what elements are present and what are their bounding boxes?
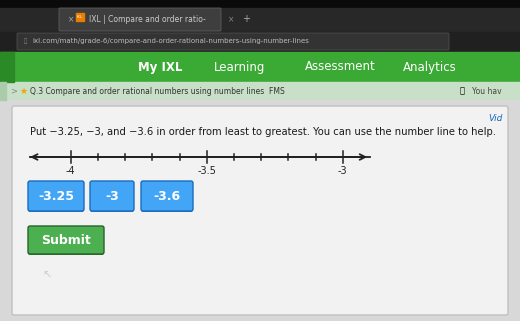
Text: ★: ★ <box>19 86 27 96</box>
FancyBboxPatch shape <box>90 182 134 212</box>
Text: ×: × <box>228 15 235 24</box>
Text: My IXL: My IXL <box>138 60 182 74</box>
Text: 🔒: 🔒 <box>24 39 27 44</box>
Bar <box>0 52 14 82</box>
Text: -3.6: -3.6 <box>153 189 180 203</box>
Text: Learning: Learning <box>214 60 266 74</box>
Bar <box>0 82 520 100</box>
Text: Put −3.25, −3, and −3.6 in order from least to greatest. You can use the number : Put −3.25, −3, and −3.6 in order from le… <box>30 127 496 137</box>
Bar <box>0 8 520 32</box>
FancyBboxPatch shape <box>59 8 221 31</box>
FancyBboxPatch shape <box>90 181 134 211</box>
FancyBboxPatch shape <box>141 182 193 212</box>
Text: IXL | Compare and order ratio-: IXL | Compare and order ratio- <box>89 15 206 24</box>
FancyBboxPatch shape <box>141 181 193 211</box>
Text: >: > <box>10 86 17 96</box>
FancyBboxPatch shape <box>28 181 84 211</box>
FancyBboxPatch shape <box>28 227 104 255</box>
Text: 🏆: 🏆 <box>460 86 465 96</box>
Text: -3: -3 <box>338 166 347 176</box>
Text: Q.3 Compare and order rational numbers using number lines  FMS: Q.3 Compare and order rational numbers u… <box>30 86 285 96</box>
FancyBboxPatch shape <box>28 226 104 254</box>
Text: IXL: IXL <box>77 15 83 19</box>
Text: ↖: ↖ <box>42 271 51 281</box>
Text: -4: -4 <box>66 166 75 176</box>
Bar <box>0 52 520 82</box>
Text: You hav: You hav <box>472 86 502 96</box>
Text: -3.5: -3.5 <box>198 166 216 176</box>
Text: +: + <box>242 14 250 24</box>
FancyBboxPatch shape <box>28 182 84 212</box>
Text: ×: × <box>68 15 74 24</box>
Text: Vid: Vid <box>489 114 503 123</box>
FancyBboxPatch shape <box>17 33 449 50</box>
Bar <box>0 0 520 8</box>
Bar <box>0 100 520 321</box>
Text: ixl.com/math/grade-6/compare-and-order-rational-numbers-using-number-lines: ixl.com/math/grade-6/compare-and-order-r… <box>32 39 309 45</box>
FancyBboxPatch shape <box>12 106 508 315</box>
Text: Assessment: Assessment <box>305 60 375 74</box>
Text: Analytics: Analytics <box>403 60 457 74</box>
Text: -3: -3 <box>105 189 119 203</box>
Bar <box>76 13 84 21</box>
Bar <box>0 82 6 100</box>
Text: Submit: Submit <box>41 233 91 247</box>
Text: -3.25: -3.25 <box>38 189 74 203</box>
Bar <box>0 32 520 52</box>
